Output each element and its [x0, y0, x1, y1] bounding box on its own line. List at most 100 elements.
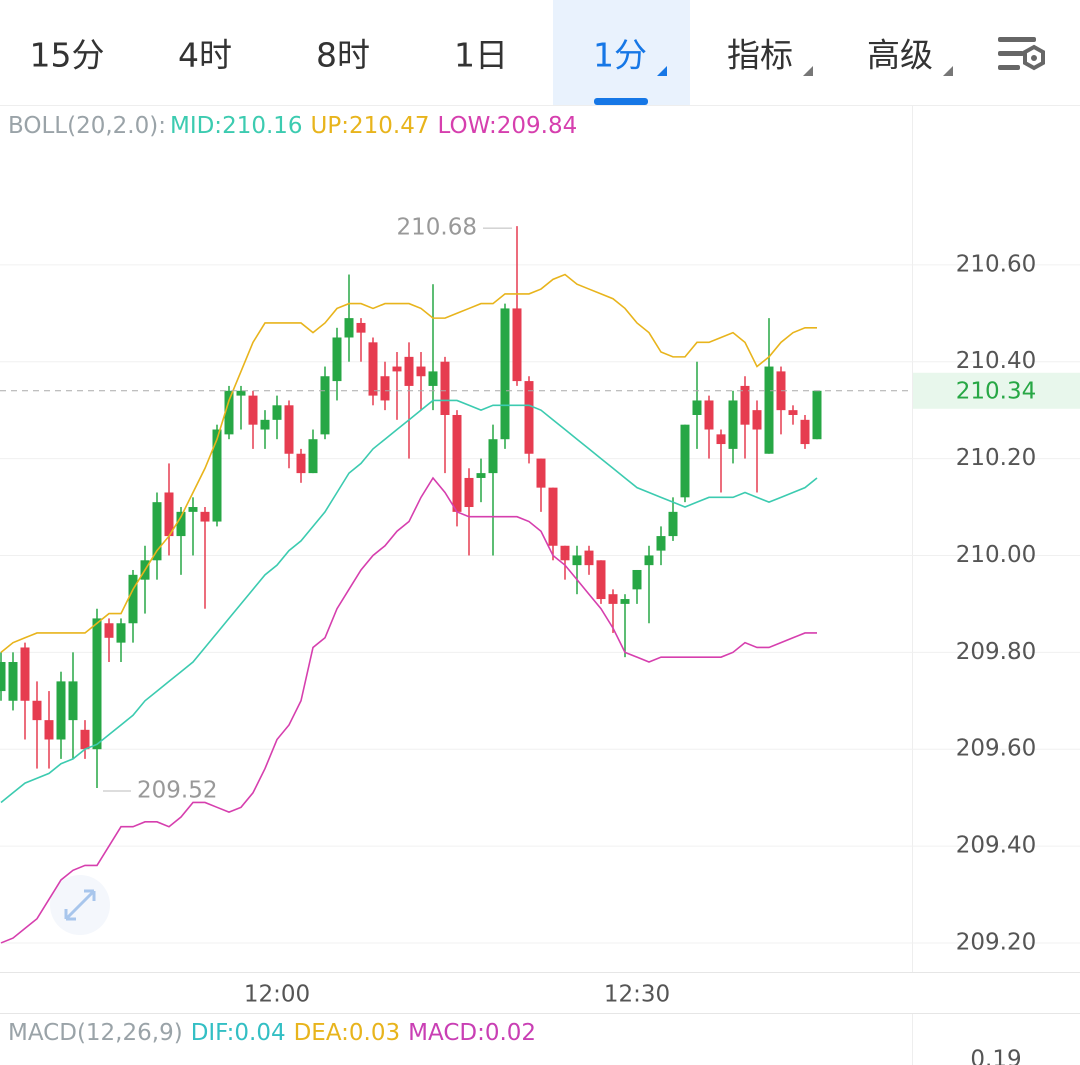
- candle-body: [128, 574, 138, 624]
- candle-body: [188, 507, 198, 512]
- candle-body: [296, 453, 306, 474]
- tab[interactable]: 15分: [30, 36, 105, 75]
- candle-body: [620, 599, 630, 604]
- candle-body: [800, 419, 810, 445]
- candle-body: [284, 405, 294, 454]
- candle-body: [80, 729, 90, 750]
- y-tick-label: 209.40: [956, 833, 1036, 859]
- candle-body: [476, 473, 486, 478]
- y-tick-label: 210.40: [956, 348, 1036, 374]
- candle-body: [332, 337, 342, 382]
- macd-name: DEA:: [294, 1020, 349, 1046]
- candle-body: [104, 623, 114, 638]
- active-tab-underline: [594, 98, 648, 105]
- candle-body: [380, 376, 390, 401]
- tab-caret: [943, 66, 953, 76]
- overlay: 210.68 209.52 210.34: [0, 215, 1080, 803]
- candle-body: [356, 322, 366, 333]
- candle-body: [572, 555, 582, 566]
- y-tick-label: 209.60: [956, 736, 1036, 762]
- candle-body: [500, 308, 510, 440]
- candle-body: [440, 361, 450, 415]
- macd-title: MACD(12,26,9): [8, 1020, 183, 1046]
- candle-body: [644, 555, 654, 566]
- macd-legend: MACD(12,26,9) DIF:0.04 DEA:0.03 MACD:0.02: [8, 1020, 536, 1046]
- min-label: 209.52: [137, 777, 217, 803]
- candle-body: [728, 400, 738, 449]
- legend-name: MID:: [170, 113, 222, 139]
- active-tab-bg: [553, 0, 690, 105]
- candle-body: [656, 536, 666, 551]
- boll-legend: BOLL(20,2.0): MID:210.16 UP:210.47 LOW:209.…: [8, 113, 577, 139]
- tab[interactable]: 指标: [727, 36, 793, 75]
- candle-body: [452, 414, 462, 512]
- max-label: 210.68: [397, 215, 477, 241]
- tab[interactable]: 1日: [454, 36, 508, 75]
- candle-body: [92, 618, 102, 750]
- tab[interactable]: 1分: [593, 36, 647, 75]
- candle-body: [716, 434, 726, 445]
- last-price-box: [913, 372, 1080, 409]
- y-tick-label: 210.20: [956, 445, 1036, 471]
- candle-body: [704, 400, 714, 430]
- tab-caret: [657, 66, 667, 76]
- candle-body: [812, 390, 822, 440]
- candle-body: [668, 511, 678, 537]
- candle-body: [152, 502, 162, 561]
- y-tick-label: 210.60: [956, 251, 1036, 277]
- candle-body: [116, 623, 126, 643]
- candle-body: [200, 511, 210, 522]
- candle-body: [8, 662, 18, 701]
- candle-body: [176, 511, 186, 537]
- candle-body: [344, 318, 354, 338]
- candle-body: [560, 545, 570, 561]
- x-tick-label: 12:00: [244, 982, 310, 1008]
- candle-body: [224, 390, 234, 435]
- candle-body: [692, 400, 702, 415]
- candle-body: [428, 371, 438, 386]
- settings-icon[interactable]: [998, 37, 1045, 71]
- candle-body: [308, 439, 318, 474]
- y-tick-label: 209.20: [956, 929, 1036, 955]
- candle-body: [0, 662, 6, 692]
- legend-value: 210.47: [349, 113, 429, 139]
- macd-value: 0.02: [485, 1020, 536, 1046]
- legend-value: 210.16: [222, 113, 302, 139]
- candle-body: [56, 681, 66, 740]
- boll-line: [0, 399, 818, 804]
- legend-name: UP:: [311, 113, 349, 139]
- boll-line: [0, 273, 817, 653]
- candle-body: [536, 458, 546, 488]
- candle-body: [512, 308, 522, 382]
- boll-line: [0, 476, 817, 944]
- candle-body: [320, 376, 330, 435]
- tab[interactable]: 8时: [316, 36, 370, 75]
- candle-body: [584, 550, 594, 566]
- candle-body: [488, 439, 498, 474]
- macd-value: 0.03: [349, 1020, 400, 1046]
- last-price-label: 210.34: [956, 378, 1036, 404]
- tab[interactable]: 4时: [178, 36, 232, 75]
- candle-body: [32, 700, 42, 721]
- x-tick-label: 12:30: [604, 982, 670, 1008]
- candle-body: [212, 429, 222, 522]
- y-tick-label: 209.80: [956, 639, 1036, 665]
- macd-value: 0.04: [234, 1020, 285, 1046]
- expand-icon[interactable]: [50, 875, 110, 935]
- candle-body: [548, 487, 558, 546]
- candle-body: [788, 410, 798, 415]
- y-tick-label: 210.00: [956, 542, 1036, 568]
- candle-body: [68, 681, 78, 721]
- indicator-title: BOLL(20,2.0):: [8, 113, 166, 139]
- candle-body: [752, 410, 762, 430]
- candle-body: [596, 560, 606, 600]
- candle-body: [416, 366, 426, 377]
- legend-value: 209.84: [497, 113, 577, 139]
- candle-body: [44, 720, 54, 740]
- candle-body: [260, 419, 270, 430]
- candle-body: [368, 342, 378, 396]
- tab[interactable]: 高级: [867, 36, 933, 75]
- macd-name: MACD:: [408, 1020, 485, 1046]
